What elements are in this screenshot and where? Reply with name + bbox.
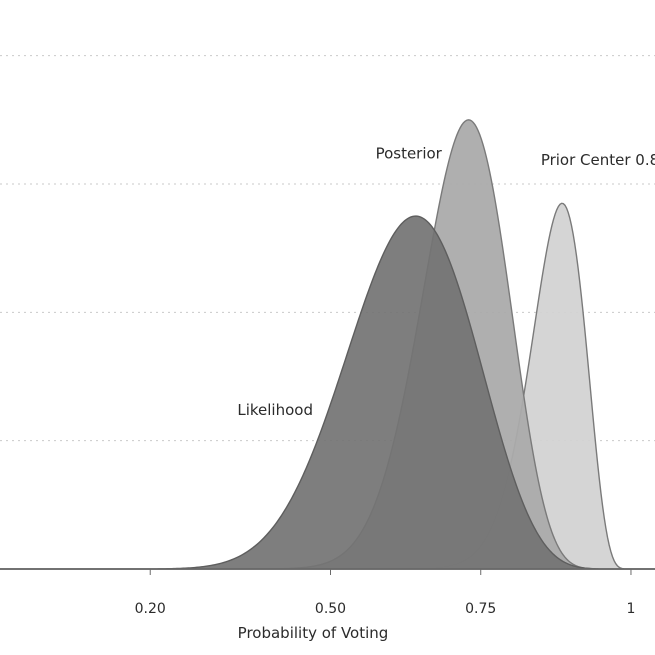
density-areas	[0, 119, 655, 570]
gridlines	[0, 55, 655, 442]
x-axis-ticks: 0.20 0.50 0.75 1	[135, 569, 636, 617]
x-axis-title: Probability of Voting	[238, 624, 389, 642]
x-tick-label-4: 1	[627, 601, 636, 617]
x-tick-label-1: 0.20	[135, 601, 166, 617]
prior-label: Prior Center 0.87	[541, 151, 655, 169]
posterior-label: Posterior	[376, 144, 443, 162]
likelihood-label: Likelihood	[237, 401, 313, 419]
x-tick-label-2: 0.50	[315, 601, 346, 617]
curve-annotations: Prior Center 0.87 Posterior Likelihood	[237, 144, 655, 419]
x-tick-label-3: 0.75	[465, 601, 496, 617]
